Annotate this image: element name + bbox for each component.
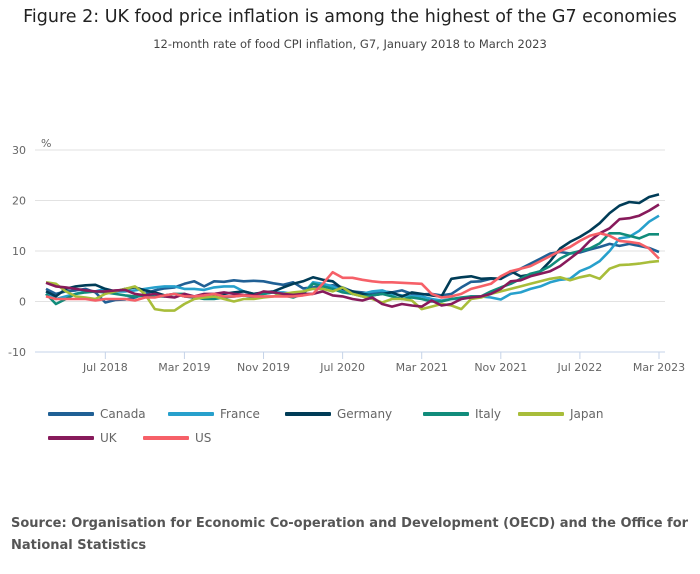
legend-item-japan[interactable]: Japan <box>518 407 603 421</box>
y-tick-label: 30 <box>12 144 26 157</box>
x-tick-label: Jul 2020 <box>319 361 365 374</box>
legend-swatch <box>48 412 94 416</box>
legend-label: US <box>195 431 212 445</box>
series-line-japan <box>45 259 660 312</box>
legend-item-italy[interactable]: Italy <box>423 407 501 421</box>
legend-item-uk[interactable]: UK <box>48 431 117 445</box>
legend-label: Italy <box>475 407 502 421</box>
legend-label: Japan <box>570 407 604 421</box>
series-line-uk <box>45 203 660 308</box>
legend-swatch <box>285 412 331 416</box>
series-line-germany <box>45 193 660 299</box>
x-tick-label: Jul 2022 <box>557 361 603 374</box>
series-lines <box>45 193 660 312</box>
source-note: Source: Organisation for Economic Co-ope… <box>11 516 689 553</box>
y-tick-label: 20 <box>12 195 26 208</box>
y-axis-label: % <box>41 137 51 150</box>
series-line-us <box>45 232 660 302</box>
x-tick-label: Nov 2019 <box>237 361 290 374</box>
x-tick-label: Mar 2021 <box>396 361 448 374</box>
legend-item-us[interactable]: US <box>143 431 211 445</box>
legend-swatch <box>423 412 469 416</box>
legend-swatch <box>168 412 214 416</box>
legend-label: Canada <box>100 407 146 421</box>
x-tick-label: Jul 2018 <box>82 361 128 374</box>
legend-label: UK <box>100 431 117 445</box>
y-tick-label: 10 <box>12 245 26 258</box>
legend-label: France <box>220 407 260 421</box>
x-tick-label: Mar 2019 <box>158 361 210 374</box>
chart-subtitle: 12-month rate of food CPI inflation, G7,… <box>153 37 547 51</box>
x-axis: Jul 2018 Mar 2019 Nov 2019 Jul 2020 Mar 2021… <box>82 352 685 374</box>
gridlines <box>35 149 665 353</box>
chart-title: Figure 2: UK food price inflation is amo… <box>23 7 677 27</box>
x-tick-label: Mar 2023 <box>633 361 685 374</box>
legend-item-france[interactable]: France <box>168 407 260 421</box>
y-axis: 30 20 10 0 -10 <box>8 144 26 359</box>
legend-label: Germany <box>337 407 393 421</box>
legend-item-canada[interactable]: Canada <box>48 407 146 421</box>
legend-swatch <box>518 412 564 416</box>
y-tick-label: -10 <box>8 346 26 359</box>
legend-item-germany[interactable]: Germany <box>285 407 392 421</box>
legend-swatch <box>48 436 94 440</box>
legend-swatch <box>143 436 189 440</box>
y-tick-label: 0 <box>19 296 26 309</box>
x-tick-label: Nov 2021 <box>474 361 527 374</box>
